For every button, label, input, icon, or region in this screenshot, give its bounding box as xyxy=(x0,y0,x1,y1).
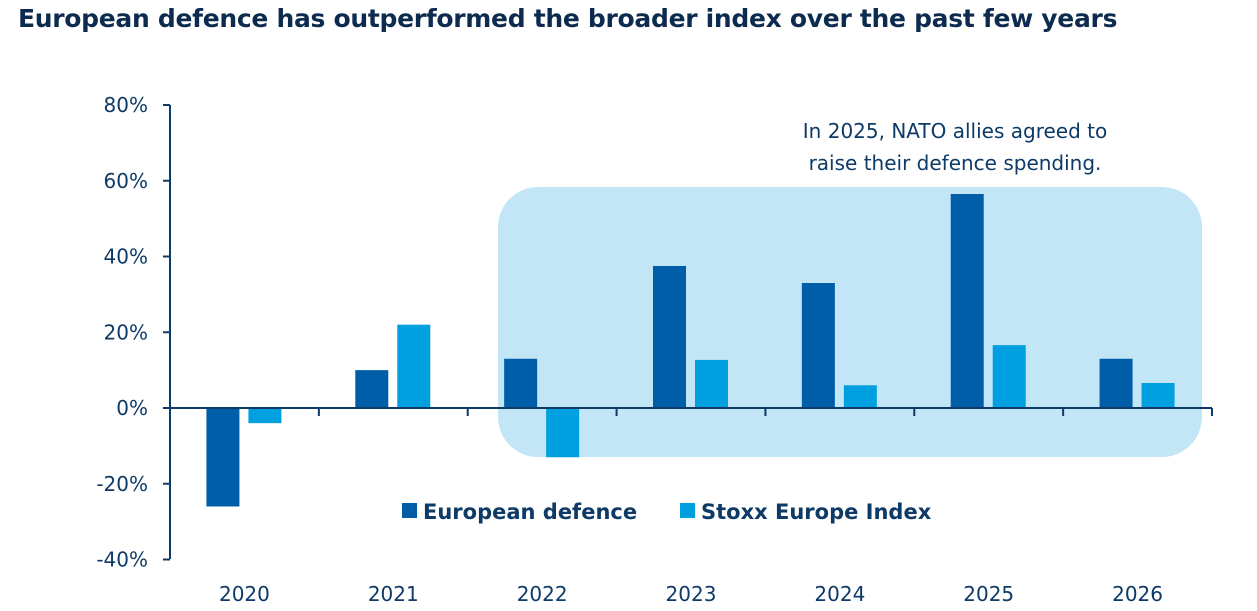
x-tick-label: 2025 xyxy=(963,582,1014,606)
legend-label: Stoxx Europe Index xyxy=(701,500,932,524)
bar-european-defence-2021 xyxy=(355,370,389,408)
y-tick-label: -20% xyxy=(96,472,148,496)
y-tick-label: 20% xyxy=(104,320,148,344)
y-tick-label: -40% xyxy=(96,548,148,572)
bar-stoxx-europe-2023 xyxy=(695,359,728,408)
x-tick-label: 2024 xyxy=(814,582,865,606)
bar-stoxx-europe-2022 xyxy=(546,408,580,458)
bar-stoxx-europe-2024 xyxy=(843,385,877,408)
bar-european-defence-2020 xyxy=(206,408,240,507)
legend-swatch xyxy=(680,503,695,518)
bar-european-defence-2024 xyxy=(801,283,835,408)
x-tick-label: 2026 xyxy=(1112,582,1163,606)
bar-stoxx-europe-2021 xyxy=(397,324,431,408)
legend-label: European defence xyxy=(423,500,637,524)
annotation-line: raise their defence spending. xyxy=(809,151,1102,175)
y-tick-label: 0% xyxy=(116,396,148,420)
legend-swatch xyxy=(402,503,417,518)
bar-stoxx-europe-2025 xyxy=(992,345,1026,408)
y-tick-label: 80% xyxy=(104,93,148,117)
bar-european-defence-2026 xyxy=(1099,358,1133,408)
bar-european-defence-2023 xyxy=(653,265,686,408)
bar-stoxx-europe-2026 xyxy=(1141,383,1175,408)
bar-stoxx-europe-2020 xyxy=(248,408,282,424)
bar-european-defence-2022 xyxy=(504,358,538,408)
highlight-region xyxy=(498,187,1202,457)
x-tick-label: 2022 xyxy=(517,582,568,606)
chart-title: European defence has outperformed the br… xyxy=(18,4,1118,33)
x-tick-label: 2021 xyxy=(368,582,419,606)
y-tick-label: 60% xyxy=(104,169,148,193)
annotation-line: In 2025, NATO allies agreed to xyxy=(803,119,1107,143)
y-tick-label: 40% xyxy=(104,245,148,269)
x-tick-label: 2023 xyxy=(666,582,717,606)
bar-european-defence-2025 xyxy=(950,194,984,408)
x-tick-label: 2020 xyxy=(219,582,270,606)
